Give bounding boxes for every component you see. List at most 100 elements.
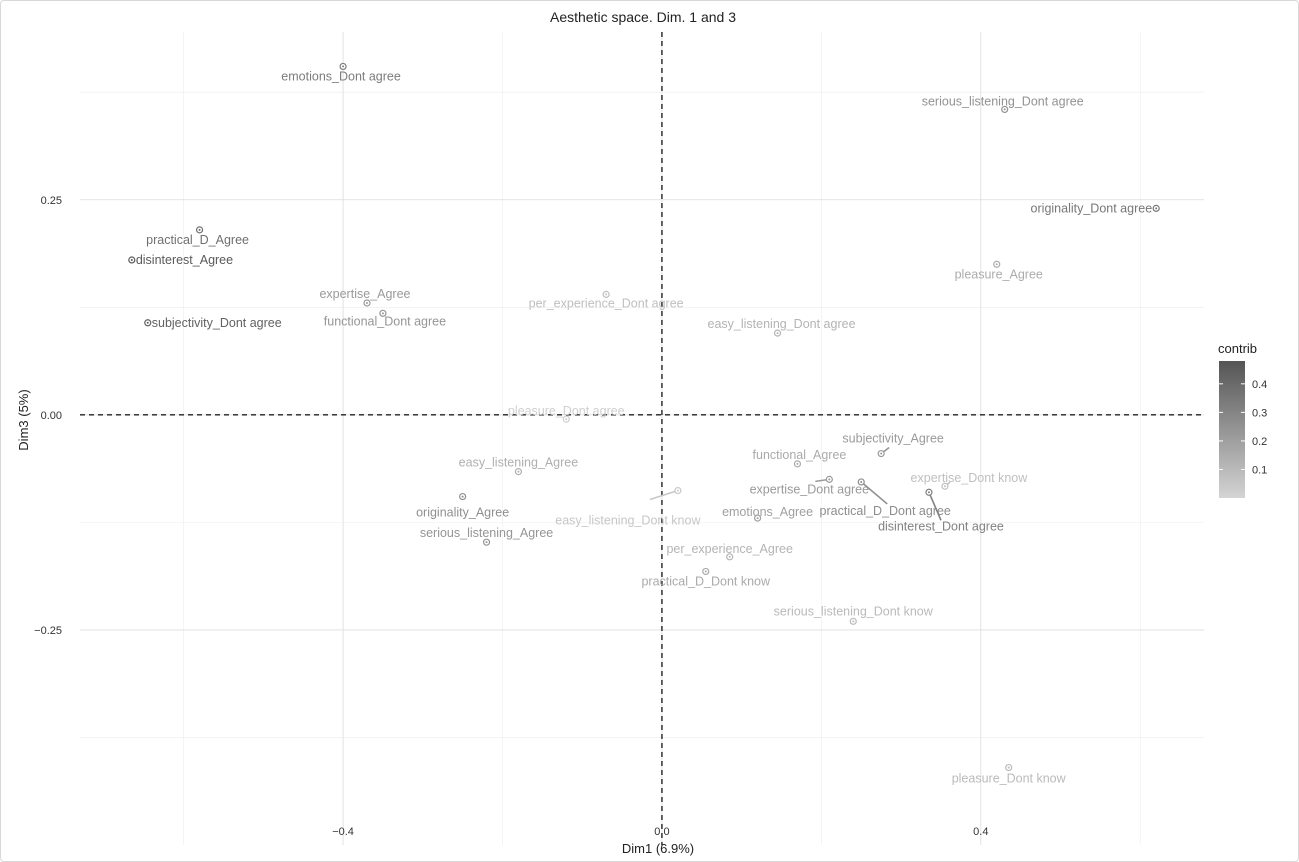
point-marker-dot <box>461 495 464 498</box>
legend-tick-label: 0.1 <box>1252 464 1267 476</box>
point: emotions_Dont agree <box>281 62 401 83</box>
point-label: originality_Agree <box>416 506 509 520</box>
point-label: expertise_Dont know <box>911 471 1029 485</box>
point: subjectivity_Agree <box>842 432 944 458</box>
point-marker-dot <box>796 462 799 465</box>
point: originality_Dont agree <box>1031 201 1160 215</box>
point: pleasure_Agree <box>955 260 1043 281</box>
y-axis-title: Dim3 (5%) <box>16 389 31 450</box>
point-marker-dot <box>676 489 679 492</box>
point-marker-dot <box>828 478 831 481</box>
point-marker-dot <box>365 302 368 304</box>
point-marker-dot <box>381 312 384 315</box>
label-leader-line <box>860 481 888 505</box>
point-label: subjectivity_Dont agree <box>152 316 282 330</box>
point-marker-dot <box>995 263 998 266</box>
point-label: practical_D_Agree <box>146 233 249 247</box>
legend-title: contrib <box>1218 341 1257 356</box>
point-label: serious_listening_Dont know <box>774 604 934 618</box>
point-label: emotions_Dont agree <box>281 69 401 83</box>
point-marker-dot <box>517 470 520 473</box>
point-marker-dot <box>880 452 883 455</box>
point: serious_listening_Dont agree <box>922 94 1084 114</box>
point-marker-dot <box>485 541 488 544</box>
point: serious_listening_Agree <box>420 526 553 546</box>
point-marker-dot <box>130 258 133 261</box>
point: easy_listening_Agree <box>459 456 579 476</box>
point-marker-dot <box>776 332 779 335</box>
point-label: functional_Agree <box>753 448 847 462</box>
x-tick-label: −0.4 <box>332 826 354 838</box>
point-marker-dot <box>860 480 863 483</box>
point-label: easy_listening_Agree <box>459 456 579 470</box>
point-label: practical_D_Dont know <box>641 574 771 588</box>
point-label: originality_Dont agree <box>1031 201 1153 215</box>
point: pleasure_Dont know <box>952 763 1067 786</box>
label-leader-line <box>649 489 679 501</box>
point: practical_D_Agree <box>146 226 249 247</box>
point-label: practical_D_Dont agree <box>820 504 951 518</box>
point-label: pleasure_Dont know <box>952 772 1067 786</box>
point-label: pleasure_Agree <box>955 267 1043 281</box>
point-marker-dot <box>852 620 855 623</box>
point-marker-dot <box>342 65 345 68</box>
point-marker-dot <box>728 555 731 558</box>
point: practical_D_Dont know <box>641 567 771 588</box>
point-label: easy_listening_Dont agree <box>708 317 856 331</box>
point-label: per_experience_Agree <box>666 542 793 556</box>
point-marker-dot <box>146 321 149 324</box>
point-marker-dot <box>704 570 707 573</box>
point-label: expertise_Agree <box>319 287 410 301</box>
point: expertise_Dont know <box>911 471 1029 490</box>
point-marker-dot <box>565 418 568 421</box>
point-marker-dot <box>1155 207 1158 210</box>
label-leader-line <box>928 491 942 521</box>
y-tick-label: 0.00 <box>41 410 62 422</box>
point: expertise_Dont agree <box>750 475 870 496</box>
point: easy_listening_Dont know <box>555 486 701 528</box>
point-marker-dot <box>198 228 201 231</box>
point-label: subjectivity_Agree <box>842 432 943 446</box>
point: functional_Dont agree <box>324 309 446 328</box>
point-label: disinterest_Dont agree <box>878 519 1004 533</box>
point-marker-dot <box>927 491 930 494</box>
point: subjectivity_Dont agree <box>144 316 282 330</box>
x-tick-label: 0.4 <box>973 826 988 838</box>
legend-color-bar <box>1219 361 1245 498</box>
point-label: emotions_Agree <box>722 505 813 519</box>
point-marker-dot <box>756 517 759 520</box>
point-label: serious_listening_Dont agree <box>922 94 1084 108</box>
point-marker-dot <box>605 293 608 296</box>
x-tick-label: 0.0 <box>654 826 669 838</box>
reference-lines <box>80 32 1204 845</box>
point: expertise_Agree <box>319 287 411 307</box>
point: easy_listening_Dont agree <box>708 317 856 337</box>
point-marker-dot <box>943 485 946 488</box>
point-label: pleasure_Dont agree <box>508 404 625 418</box>
point: practical_D_Dont agree <box>820 478 951 518</box>
point-label: disinterest_Agree <box>136 253 233 267</box>
legend: contrib 0.4 0.3 0.2 0.1 <box>1218 341 1267 498</box>
point: functional_Agree <box>753 448 847 468</box>
y-tick-label: −0.25 <box>34 625 62 637</box>
point: per_experience_Agree <box>666 542 793 561</box>
points-layer: emotions_Dont agree serious_listening_Don… <box>128 62 1160 786</box>
point-label: serious_listening_Agree <box>420 526 553 540</box>
point-label: functional_Dont agree <box>324 314 446 328</box>
point: originality_Agree <box>416 492 509 520</box>
point-marker-dot <box>1003 108 1006 111</box>
point: emotions_Agree <box>722 505 813 522</box>
point: per_experience_Dont agree <box>529 290 684 310</box>
point-marker-dot <box>1007 766 1010 769</box>
point: pleasure_Dont agree <box>508 404 625 423</box>
legend-tick-label: 0.4 <box>1252 379 1267 391</box>
point-label: expertise_Dont agree <box>750 482 870 496</box>
legend-tick-label: 0.3 <box>1252 407 1267 419</box>
point-label: per_experience_Dont agree <box>529 296 684 310</box>
gridlines <box>80 32 1204 845</box>
chart-title: Aesthetic space. Dim. 1 and 3 <box>550 9 736 25</box>
point: serious_listening_Dont know <box>774 604 934 625</box>
point: disinterest_Agree <box>128 253 233 267</box>
y-tick-label: 0.25 <box>41 195 62 207</box>
